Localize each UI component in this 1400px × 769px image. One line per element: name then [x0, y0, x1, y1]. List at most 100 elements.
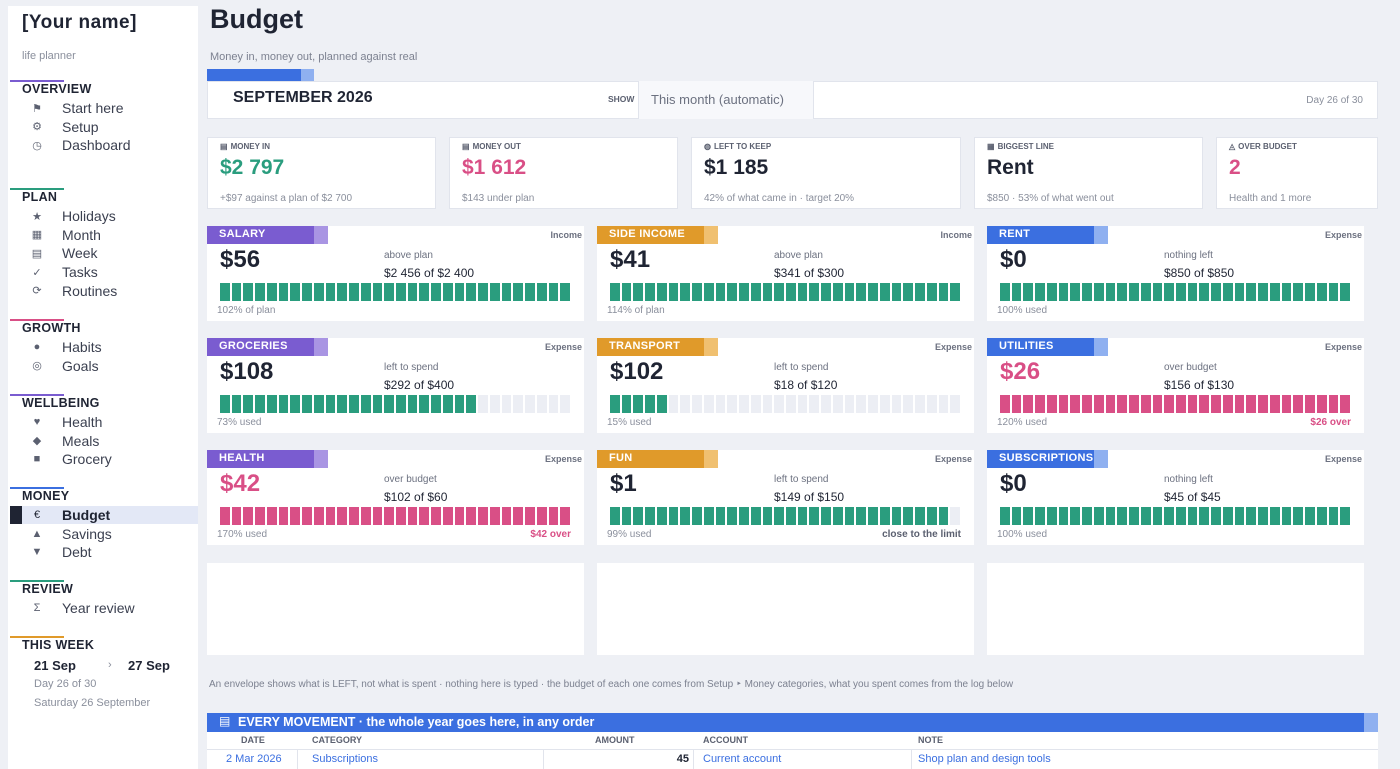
progress-segment	[454, 395, 465, 413]
sidebar-item-goals[interactable]: ◎ Goals	[10, 357, 198, 375]
calendar-icon: ▦	[31, 229, 43, 242]
progress-segment	[220, 507, 230, 525]
progress-segment	[1316, 395, 1327, 413]
week-date: Saturday 26 September	[34, 697, 151, 709]
star-icon: ★	[32, 210, 42, 223]
progress-segment	[442, 395, 453, 413]
col-category[interactable]: CATEGORY	[312, 735, 363, 745]
col-date[interactable]: DATE	[241, 735, 265, 745]
progress-segment	[454, 283, 465, 301]
sidebar-item-start-here[interactable]: ⚑ Start here	[10, 99, 198, 117]
progress-segment	[560, 395, 571, 413]
progress-segment	[302, 507, 312, 525]
period-select[interactable]: This month (automatic)	[638, 81, 814, 119]
col-amount[interactable]: AMOUNT	[595, 735, 635, 745]
sidebar-item-meals[interactable]: ◆ Meals	[10, 432, 198, 450]
sidebar-item-label: Meals	[62, 432, 100, 449]
sidebar-item-habits[interactable]: ● Habits	[10, 338, 198, 356]
progress-segment	[832, 395, 843, 413]
progress-segment	[349, 507, 359, 525]
progress-segment	[891, 283, 902, 301]
progress-segment	[750, 395, 761, 413]
sidebar-item-debt[interactable]: ▼ Debt	[10, 543, 198, 561]
envelope-tag: TRANSPORT	[597, 338, 718, 356]
progress-segment	[1211, 283, 1221, 301]
cell-date[interactable]: 2 Mar 2026	[226, 753, 282, 765]
progress-segment	[1082, 395, 1092, 413]
progress-segment	[762, 395, 773, 413]
sidebar-item-tasks[interactable]: ✓ Tasks	[10, 263, 198, 281]
progress-segment	[1305, 283, 1315, 301]
envelope-name: SALARY	[219, 228, 266, 240]
progress-segment	[868, 395, 878, 413]
cell-account[interactable]: Current account	[703, 753, 782, 765]
progress-segment	[1328, 283, 1339, 301]
progress-segment	[950, 283, 961, 301]
col-account[interactable]: ACCOUNT	[703, 735, 748, 745]
progress-segment	[1222, 283, 1233, 301]
col-note[interactable]: NOTE	[918, 735, 944, 745]
progress-segment	[220, 283, 230, 301]
sidebar-item-year-review[interactable]: Σ Year review	[10, 599, 198, 617]
heart-icon: ♥	[33, 416, 41, 428]
envelope-state: over budget	[384, 474, 437, 485]
envelope-progress-bar	[610, 507, 961, 525]
progress-segment	[656, 283, 667, 301]
envelope-used: 73% used	[217, 417, 262, 428]
progress-segment	[762, 507, 773, 525]
empty-envelope	[597, 563, 974, 655]
progress-segment	[407, 283, 418, 301]
progress-segment	[431, 395, 441, 413]
progress-segment	[832, 283, 843, 301]
sidebar-item-savings[interactable]: ▲ Savings	[10, 525, 198, 543]
progress-segment	[797, 283, 808, 301]
envelope-kind: Income	[550, 230, 582, 240]
sidebar-item-budget[interactable]: € Budget	[10, 506, 198, 524]
sidebar-item-dashboard[interactable]: ◷ Dashboard	[10, 136, 198, 154]
progress-segment	[325, 395, 336, 413]
envelope-value: $108	[220, 358, 274, 385]
cell-amount[interactable]: 45	[676, 753, 689, 765]
sidebar-item-routines[interactable]: ⟳ Routines	[10, 282, 198, 300]
cell-note[interactable]: Shop plan and design tools	[918, 753, 1051, 765]
progress-segment	[337, 395, 348, 413]
month-title: SEPTEMBER 2026	[233, 89, 373, 106]
sidebar-item-label: Habits	[62, 339, 102, 355]
progress-segment	[938, 507, 949, 525]
envelope-tag: FUN	[597, 450, 718, 468]
kpi-label: ▤ MONEY OUT	[462, 142, 521, 151]
progress-segment	[548, 283, 559, 301]
progress-segment	[715, 395, 726, 413]
progress-segment	[442, 283, 453, 301]
progress-segment	[739, 395, 749, 413]
progress-segment	[266, 507, 277, 525]
month-bar: SEPTEMBER 2026 SHOW This month (automati…	[207, 81, 1378, 119]
progress-segment	[255, 283, 265, 301]
square-icon: ■	[33, 453, 41, 466]
progress-segment	[1023, 283, 1034, 301]
progress-segment	[656, 395, 667, 413]
sidebar-item-holidays[interactable]: ★ Holidays	[10, 207, 198, 225]
sidebar-item-month[interactable]: ▦ Month	[10, 226, 198, 244]
envelope-amount: $18 of $120	[774, 378, 838, 392]
sidebar-item-week[interactable]: ▤ Week	[10, 244, 198, 262]
progress-segment	[1211, 507, 1221, 525]
table-row[interactable]: 2 Mar 2026 Subscriptions 45 Current account…	[207, 750, 1378, 769]
progress-segment	[1058, 395, 1069, 413]
euro-icon: €	[33, 509, 41, 521]
progress-segment	[1340, 507, 1351, 525]
sidebar-item-grocery[interactable]: ■ Grocery	[10, 450, 198, 468]
progress-segment	[1234, 507, 1245, 525]
progress-segment	[610, 283, 620, 301]
envelope-value: $102	[610, 358, 664, 385]
progress-segment	[396, 507, 406, 525]
envelope-progress-bar	[1000, 507, 1351, 525]
sidebar-item-health[interactable]: ♥ Health	[10, 413, 198, 431]
envelope-kind: Expense	[934, 342, 972, 352]
sidebar-item-setup[interactable]: ⚙ Setup	[10, 118, 198, 136]
sidebar-item-label: Debt	[62, 544, 92, 561]
progress-segment	[513, 395, 524, 413]
envelope-kind: Expense	[544, 342, 582, 352]
kpi-value: $1 185	[704, 156, 769, 179]
cell-category[interactable]: Subscriptions	[312, 753, 379, 765]
